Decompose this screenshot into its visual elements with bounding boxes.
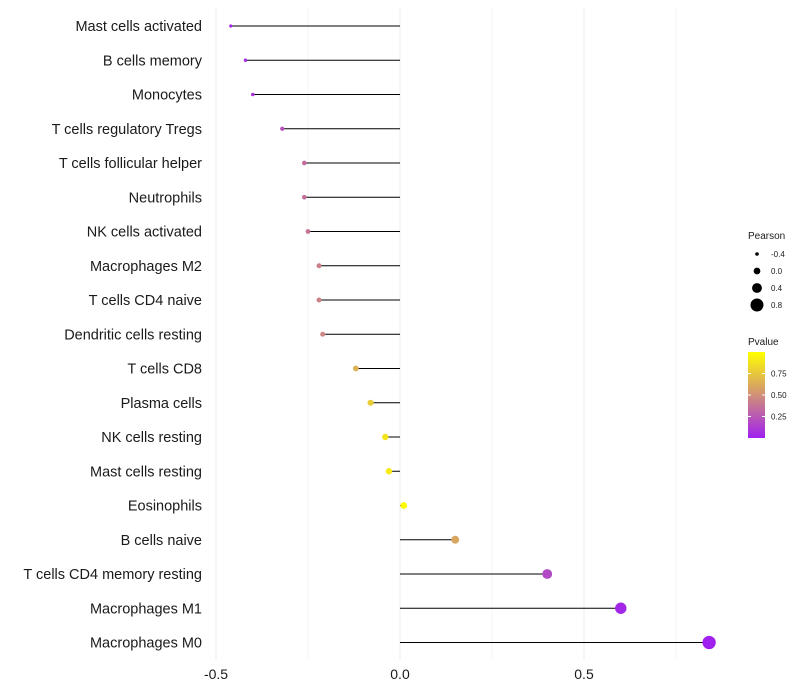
- category-label: Neutrophils: [129, 190, 202, 206]
- legend-size-key: [755, 252, 759, 256]
- x-tick-label: -0.5: [204, 666, 228, 682]
- data-point: [229, 24, 233, 28]
- data-point: [316, 297, 322, 303]
- x-tick-label: 0.0: [390, 666, 410, 682]
- data-point: [542, 569, 553, 579]
- legend-colorbar: [748, 352, 765, 438]
- x-axis-ticks: -0.5 0.0 0.5: [204, 666, 594, 682]
- data-point: [451, 535, 460, 544]
- legend-pearson: Pearson -0.4 0.0 0.4 0.8: [748, 231, 785, 312]
- category-label: Macrophages M2: [90, 259, 202, 275]
- legend-size-label: 0.4: [771, 284, 783, 293]
- grid-layer: [215, 8, 677, 660]
- category-label: Dendritic cells resting: [64, 327, 202, 343]
- data-point: [280, 126, 285, 131]
- category-label: B cells naive: [121, 533, 202, 549]
- category-labels: Mast cells activated B cells memory Monocy…: [23, 19, 202, 652]
- data-point: [251, 92, 255, 97]
- data-point: [320, 331, 326, 337]
- data-point: [316, 263, 322, 269]
- data-point: [367, 399, 374, 406]
- data-point: [301, 194, 307, 200]
- category-label: T cells regulatory Tregs: [52, 122, 202, 138]
- category-label: Macrophages M1: [90, 601, 202, 617]
- category-label: T cells CD4 naive: [89, 293, 202, 309]
- legend-pvalue-title: Pvalue: [748, 337, 779, 348]
- legend-size-label: -0.4: [771, 250, 785, 259]
- category-label: T cells CD8: [127, 362, 202, 378]
- legend-size-key: [753, 267, 761, 275]
- legend-size-label: 0.0: [771, 267, 783, 276]
- data-point: [615, 602, 627, 614]
- data-point: [301, 160, 307, 166]
- category-label: Macrophages M0: [90, 636, 202, 652]
- category-label: Mast cells activated: [75, 19, 202, 35]
- legend-color-label: 0.50: [771, 391, 787, 400]
- category-label: Eosinophils: [128, 499, 202, 515]
- data-point: [243, 58, 248, 62]
- category-label: B cells memory: [103, 53, 203, 69]
- category-label: Mast cells resting: [90, 464, 202, 480]
- point-layer: [229, 24, 716, 650]
- category-label: Plasma cells: [121, 396, 202, 412]
- data-point: [702, 635, 716, 650]
- legend-pvalue: Pvalue 0.75 0.50 0.25: [748, 337, 787, 438]
- legend-color-label: 0.75: [771, 370, 787, 379]
- data-point: [305, 229, 311, 234]
- category-label: NK cells resting: [101, 430, 202, 446]
- category-label: NK cells activated: [87, 225, 202, 241]
- data-point: [400, 502, 408, 509]
- legend-size-label: 0.8: [771, 301, 783, 310]
- category-label: T cells CD4 memory resting: [23, 567, 202, 583]
- legend-color-label: 0.25: [771, 413, 787, 422]
- legend-size-key: [750, 298, 764, 312]
- data-point: [385, 468, 393, 475]
- legend-pearson-title: Pearson: [748, 231, 785, 242]
- x-tick-label: 0.5: [574, 666, 594, 682]
- stem-layer: [230, 25, 710, 643]
- legend-size-key: [752, 283, 762, 293]
- category-label: T cells follicular helper: [59, 156, 202, 172]
- category-label: Monocytes: [132, 88, 202, 104]
- data-point: [382, 433, 389, 441]
- data-point: [352, 365, 359, 372]
